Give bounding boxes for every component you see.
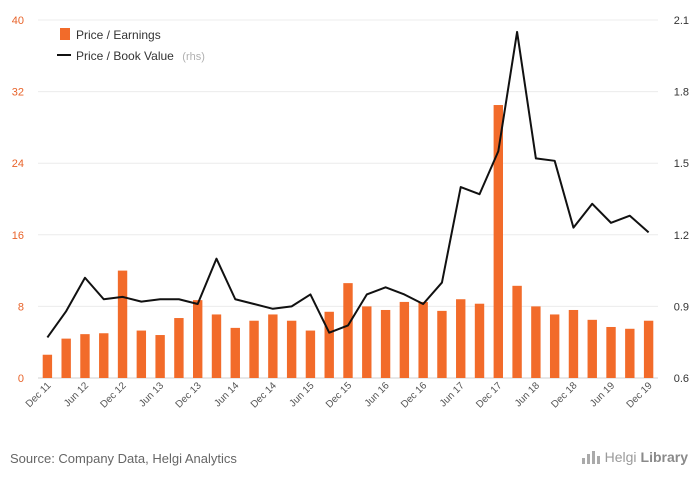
chart-svg: 0 8 16 24 32 40 0.6 0.9 1.2 1.5 1.8 2.1 Dec 11 Jun … — [12, 15, 689, 411]
legend-swatch-pe — [60, 28, 70, 40]
y-left-tick-label: 24 — [12, 158, 24, 170]
x-tick-label: Dec 18 — [549, 380, 579, 410]
bar-series-pe — [42, 105, 654, 379]
pe-bar — [643, 320, 654, 378]
x-tick-label: Jun 13 — [137, 380, 166, 409]
pbv-line — [46, 30, 650, 339]
legend-label-pbv-group: Price / Book Value (rhs) — [76, 47, 205, 64]
pe-bar — [625, 328, 635, 378]
x-tick-label: Jun 19 — [588, 380, 617, 409]
legend: Price / Earnings Price / Book Value (rhs… — [57, 28, 205, 64]
pe-bar — [606, 326, 616, 378]
pe-bar — [193, 300, 203, 378]
y-left-tick-label: 0 — [18, 373, 24, 385]
pe-bar — [305, 330, 316, 378]
pe-bar — [399, 301, 410, 378]
pe-bar — [117, 270, 128, 378]
x-tick-label: Dec 14 — [249, 380, 279, 410]
pe-bar — [99, 333, 109, 378]
pe-bar — [268, 314, 278, 378]
pe-bar — [343, 283, 353, 378]
pe-bar — [512, 285, 522, 378]
pe-bar — [324, 311, 334, 378]
pe-bar — [230, 327, 240, 378]
source-note: Source: Company Data, Helgi Analytics — [10, 451, 237, 466]
y-right-tick-label: 1.2 — [674, 230, 689, 242]
x-tick-label: Dec 19 — [625, 380, 655, 410]
pe-bar — [174, 318, 184, 378]
brand-name-light: Helgi — [604, 449, 637, 465]
x-tick-label: Dec 16 — [399, 380, 429, 410]
pe-bar — [437, 310, 447, 378]
x-tick-label: Dec 13 — [174, 380, 204, 410]
pe-bar — [211, 314, 222, 378]
y-right-tick-label: 0.6 — [674, 373, 689, 385]
x-tick-label: Jun 12 — [62, 380, 91, 409]
pe-bar — [249, 320, 259, 378]
pe-bar — [362, 306, 372, 378]
y-right-tick-label: 1.8 — [674, 87, 689, 99]
x-tick-label: Jun 18 — [513, 380, 542, 409]
pe-bar — [587, 319, 597, 378]
legend-label-pe: Price / Earnings — [76, 28, 161, 42]
x-tick-label: Dec 15 — [324, 380, 354, 410]
pe-bar — [380, 309, 391, 378]
pe-bar — [61, 338, 71, 378]
legend-label-pbv-note: (rhs) — [182, 51, 205, 63]
pe-bar — [136, 330, 147, 378]
pe-bar — [286, 320, 297, 378]
x-tick-label: Jun 14 — [212, 380, 241, 409]
y-right-tick-label: 1.5 — [674, 158, 689, 170]
x-tick-label: Dec 11 — [24, 380, 54, 410]
brand-logo: Helgi Library — [581, 449, 688, 465]
pe-bar — [493, 105, 503, 379]
y-left-tick-label: 32 — [12, 87, 24, 99]
pe-bar — [568, 309, 579, 378]
legend-label-pbv: Price / Book Value — [76, 49, 174, 63]
pe-bar — [418, 301, 428, 378]
y-left-tick-label: 8 — [18, 301, 24, 313]
x-tick-label: Dec 17 — [474, 380, 504, 410]
x-tick-label: Jun 17 — [438, 380, 467, 409]
y-left-tick-label: 16 — [12, 230, 24, 242]
pe-bar — [80, 334, 90, 378]
x-tick-label: Jun 16 — [363, 380, 392, 409]
line-series-pbv — [46, 30, 650, 339]
pe-bar — [549, 314, 560, 378]
pe-bar — [155, 335, 165, 378]
x-axis: Dec 11 Jun 12 Dec 12 Jun 13 Dec 13 Jun 14 Dec … — [24, 380, 655, 410]
y-right-tick-label: 2.1 — [674, 15, 689, 27]
brand-name-bold: Library — [640, 449, 688, 465]
pe-bar — [531, 306, 541, 378]
x-tick-label: Dec 12 — [98, 380, 128, 410]
y-right-tick-label: 0.9 — [674, 301, 689, 313]
pe-bar — [42, 354, 53, 378]
pe-bar — [474, 303, 485, 378]
y-axis-left: 0 8 16 24 32 40 — [12, 15, 24, 385]
brand-icon — [581, 449, 601, 465]
y-left-tick-label: 40 — [12, 15, 24, 27]
x-tick-label: Jun 15 — [288, 380, 317, 409]
pe-bar — [456, 299, 466, 378]
y-axis-right: 0.6 0.9 1.2 1.5 1.8 2.1 — [674, 15, 689, 385]
